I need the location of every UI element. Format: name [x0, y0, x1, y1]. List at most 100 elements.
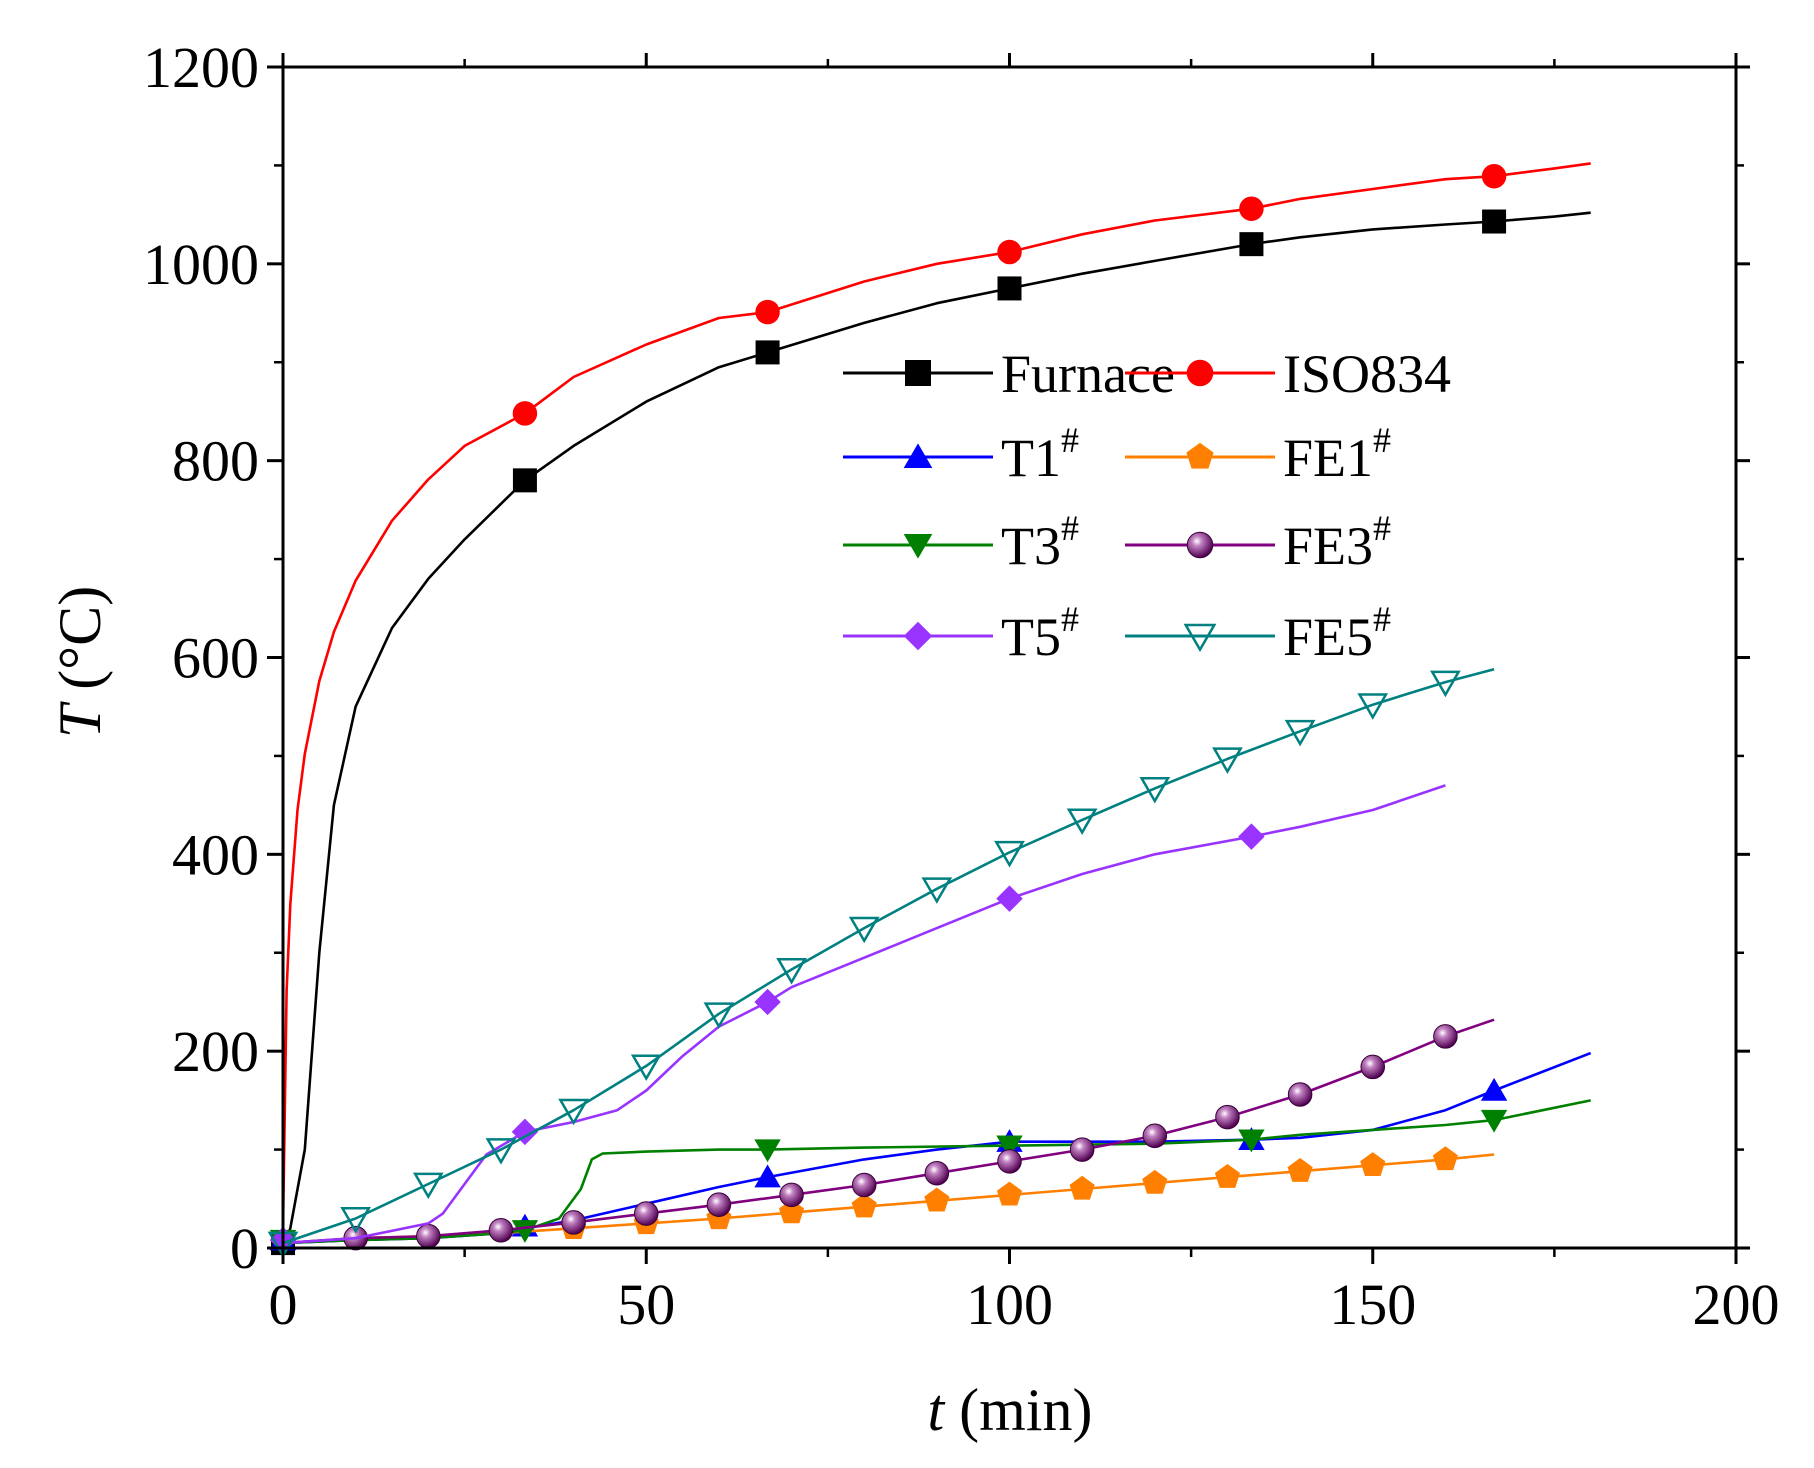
data-point-fe3: [633, 1201, 659, 1226]
data-point-fe1: [1069, 1175, 1095, 1200]
legend-name: T3: [1001, 516, 1061, 576]
data-point-fe5: [412, 1172, 444, 1200]
legend-entry-t5: T5#: [843, 599, 1079, 667]
legend-entry-t3: T3#: [843, 508, 1079, 576]
series-fe5: [267, 668, 1495, 1259]
legend-label: FE1#: [1283, 420, 1391, 488]
series-layer: [267, 162, 1592, 1259]
y-tick-label: 1200: [143, 35, 259, 100]
series-t1: [269, 1051, 1592, 1251]
data-point-fe5: [921, 877, 953, 904]
y-axis-label: T (°C): [47, 586, 113, 738]
data-point-fe1: [1142, 1169, 1168, 1194]
legend-entry-fe1: FE1#: [1125, 420, 1391, 488]
data-point-fe3: [1069, 1137, 1095, 1162]
data-point-t3: [996, 1135, 1023, 1159]
legend-marker: [1186, 531, 1214, 559]
data-point-iso834: [1239, 196, 1264, 221]
legend-name: T1: [1001, 428, 1061, 488]
data-point-furnace: [1239, 232, 1264, 257]
data-point-fe1: [1432, 1146, 1458, 1171]
legend-superscript: #: [1373, 599, 1391, 639]
series-line-iso834: [281, 162, 1591, 1229]
y-tick-label: 1000: [143, 232, 259, 297]
y-tick-label: 400: [172, 822, 259, 887]
legend-label: T3#: [1001, 508, 1079, 576]
x-tick-label: 150: [1329, 1272, 1416, 1337]
data-point-t5: [1238, 823, 1265, 850]
data-point-fe5: [1139, 776, 1171, 804]
axes: [267, 53, 1750, 1264]
x-axis-label: t (min): [928, 1377, 1093, 1443]
data-point-fe5: [1284, 719, 1316, 747]
legend-name: T5: [1001, 607, 1061, 667]
data-point-t5: [754, 988, 781, 1016]
data-point-iso834: [512, 401, 538, 426]
data-point-fe3: [924, 1160, 950, 1186]
data-point-fe1: [851, 1193, 877, 1218]
series-furnace: [271, 209, 1591, 1256]
tick-labels: 0 50 100 150 200 0 200 400 600 800 1000 1200: [143, 35, 1780, 1337]
data-point-fe5: [1066, 808, 1098, 835]
data-point-iso834: [1481, 164, 1507, 189]
legend-marker: [1186, 442, 1214, 469]
legend-superscript: #: [1061, 599, 1079, 639]
x-tick-label: 100: [966, 1272, 1053, 1337]
series-fe1: [282, 1146, 1495, 1245]
data-point-furnace: [997, 276, 1022, 301]
data-point-furnace: [755, 340, 780, 365]
series-fe3: [282, 1018, 1495, 1251]
legend-entry-fe5: FE5#: [1125, 599, 1391, 667]
data-point-fe3: [706, 1192, 732, 1217]
data-point-fe5: [558, 1098, 589, 1126]
x-tick-label: 50: [617, 1272, 675, 1337]
series-line-fe5: [282, 668, 1495, 1245]
data-point-fe5: [340, 1207, 372, 1234]
data-point-iso834: [997, 239, 1022, 265]
data-point-fe3: [1215, 1104, 1240, 1130]
data-point-fe3: [851, 1172, 877, 1198]
data-point-fe5: [776, 958, 807, 985]
data-point-fe3: [561, 1210, 586, 1235]
data-point-t1: [754, 1164, 781, 1188]
data-point-fe1: [1214, 1163, 1241, 1188]
data-point-fe5: [994, 840, 1025, 868]
legend-marker: [1183, 623, 1217, 653]
legend-entry-fe3: FE3#: [1125, 508, 1391, 576]
legend-name: FE5: [1283, 607, 1373, 667]
data-point-fe5: [485, 1138, 517, 1165]
data-point-t3: [754, 1139, 781, 1163]
data-point-fe3: [488, 1218, 514, 1243]
series-line-t1: [282, 1051, 1592, 1245]
legend-superscript: #: [1373, 508, 1391, 548]
legend-label: ISO834: [1283, 344, 1451, 404]
data-point-fe5: [703, 1002, 735, 1029]
legend-marker: [905, 360, 931, 386]
legend-marker: [903, 621, 933, 651]
data-point-fe5: [630, 1054, 662, 1082]
data-point-t3: [1480, 1109, 1508, 1133]
x-tick-label: 0: [269, 1272, 298, 1337]
legend-superscript: #: [1373, 420, 1391, 460]
data-point-fe1: [996, 1181, 1023, 1206]
data-point-fe3: [779, 1182, 804, 1208]
data-point-fe5: [1357, 693, 1389, 720]
legend-label: FE5#: [1283, 599, 1391, 667]
data-point-iso834: [755, 299, 780, 325]
legend-marker: [903, 443, 933, 469]
x-tick-label: 200: [1693, 1272, 1780, 1337]
data-point-t5: [511, 1118, 539, 1146]
data-point-furnace: [512, 468, 537, 493]
data-point-fe1: [1360, 1152, 1386, 1177]
legend-entry-iso834: ISO834: [1125, 344, 1451, 404]
legend-name: FE1: [1283, 428, 1373, 488]
legend-label: FE3#: [1283, 508, 1391, 576]
data-point-fe3: [416, 1223, 441, 1249]
series-line-furnace: [281, 211, 1591, 1249]
data-point-fe5: [1430, 670, 1461, 698]
legend-label: T1#: [1001, 420, 1079, 488]
y-tick-label: 800: [172, 429, 259, 494]
data-point-fe1: [924, 1187, 950, 1212]
